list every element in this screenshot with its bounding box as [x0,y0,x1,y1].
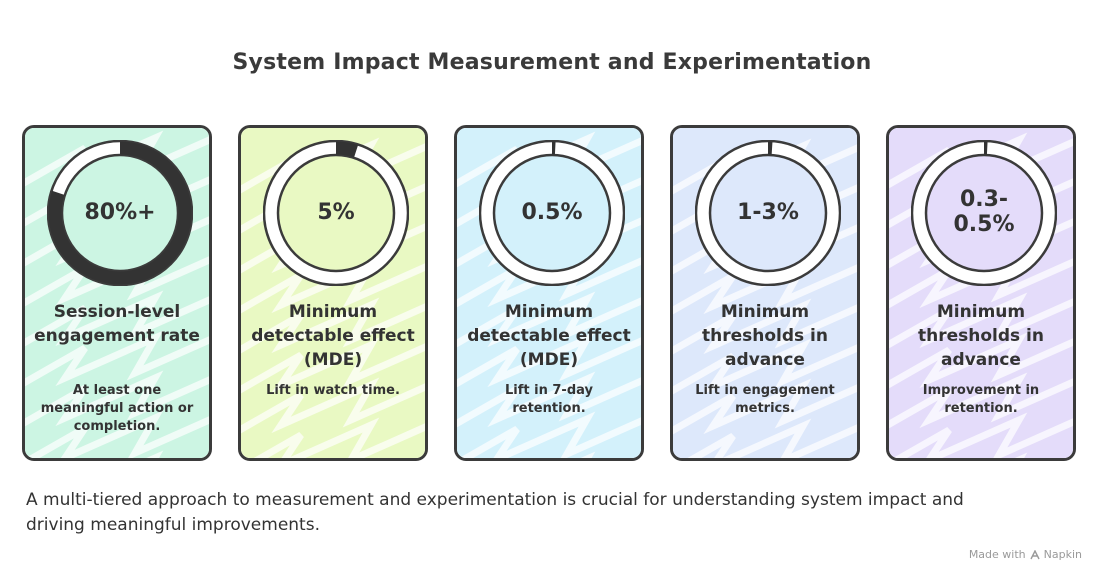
metric-description: Lift in watch time. [266,383,400,398]
metric-description: Improvement in retention. [922,383,1040,416]
napkin-name: Napkin [1043,548,1082,561]
metric-description: At least one meaningful action or comple… [40,383,194,434]
metric-heading: Minimum thresholds in advance [917,302,1044,371]
metric-value: 0.3- 0.5% [953,187,1015,237]
progress-ring: 5% [263,140,409,286]
metric-heading: Minimum detectable effect (MDE) [467,302,631,371]
metric-value: 0.5% [521,199,583,225]
ring-inner [492,153,612,273]
progress-ring: 80%+ [47,140,193,286]
ring-inner [708,153,828,273]
metric-card: 0.3- 0.5% Minimum thresholds in advance Im… [886,125,1076,461]
progress-arc [480,141,624,285]
progress-arc [264,141,408,285]
metric-card: 1-3% Minimum thresholds in advance Lift in… [670,125,860,461]
progress-arc [696,141,840,285]
ring-inner [60,153,180,273]
napkin-branding[interactable]: Made with Napkin [969,548,1082,561]
metric-card: 5% Minimum detectable effect (MDE) Lift in… [238,125,428,461]
metric-heading: Minimum thresholds in advance [701,302,828,371]
metric-description: Lift in 7-day retention. [505,383,593,416]
made-with-label: Made with [968,548,1026,561]
progress-ring: 1-3% [695,140,841,286]
progress-ring: 0.3- 0.5% [911,140,1057,286]
page-title: System Impact Measurement and Experiment… [232,50,872,75]
metric-value: 5% [317,199,355,225]
progress-arc [48,141,192,285]
metric-card: 0.5% Minimum detectable effect (MDE) Lift … [454,125,644,461]
metric-heading: Session-level engagement rate [34,302,200,347]
ring-inner [276,153,396,273]
progress-arc [912,141,1056,285]
napkin-logo-icon [1030,549,1040,559]
metric-heading: Minimum detectable effect (MDE) [251,302,415,371]
metric-value: 80%+ [84,199,156,225]
progress-ring: 0.5% [479,140,625,286]
ring-inner [924,153,1044,273]
metric-card: 80%+ Session-level engagement rate At leas… [22,125,212,461]
summary-text: A multi-tiered approach to measurement a… [26,490,964,535]
metric-value: 1-3% [737,199,799,225]
metric-description: Lift in engagement metrics. [695,383,835,416]
